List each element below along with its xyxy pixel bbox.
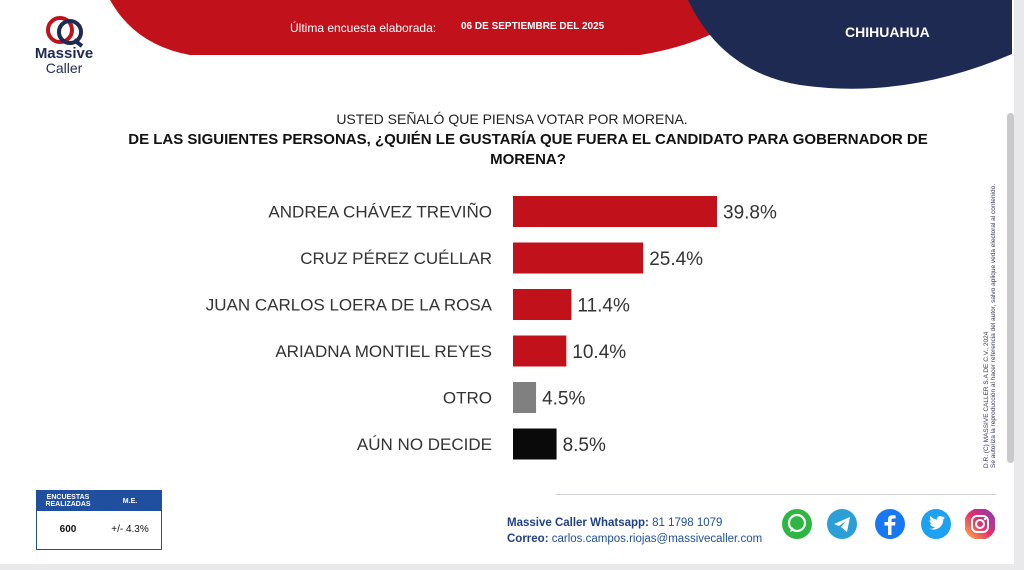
- margin-error-value: +/- 4.3%: [111, 523, 149, 535]
- brand-line1: Massive: [34, 45, 94, 62]
- bar: [513, 289, 572, 320]
- surveys-count: 600: [59, 523, 77, 535]
- telegram-icon[interactable]: [826, 508, 858, 540]
- facebook-icon[interactable]: [874, 508, 906, 540]
- whatsapp-label: Massive Caller Whatsapp:: [507, 517, 649, 529]
- bar: [513, 428, 557, 460]
- bar-value-label: 4.5%: [542, 389, 585, 410]
- whatsapp-number[interactable]: 81 1798 1079: [652, 517, 723, 529]
- surveys-header: ENCUESTAS REALIZADAS: [45, 494, 91, 508]
- brand-name: Massive Caller: [34, 46, 94, 76]
- email-address[interactable]: carlos.campos.riojas@massivecaller.com: [551, 533, 763, 545]
- twitter-icon[interactable]: [920, 508, 952, 540]
- category-label: AÚN NO DECIDE: [357, 435, 492, 454]
- category-label: CRUZ PÉREZ CUÉLLAR: [300, 249, 492, 268]
- header-banner: [110, 0, 1012, 89]
- category-label: ANDREA CHÁVEZ TREVIÑO: [268, 203, 492, 222]
- massive-caller-logo-icon: [46, 16, 84, 48]
- bar-value-label: 11.4%: [577, 296, 630, 317]
- footer-divider: [556, 494, 996, 495]
- contact-info: Massive Caller Whatsapp: 81 1798 1079 Co…: [507, 515, 762, 547]
- whatsapp-icon[interactable]: [781, 508, 813, 540]
- red-banner-shape: [110, 0, 760, 55]
- margin-error-header: M.E.: [122, 497, 138, 505]
- bar: [513, 335, 567, 367]
- navy-banner-shape: [688, 0, 1012, 89]
- scrollbar[interactable]: [1007, 113, 1014, 463]
- instagram-icon[interactable]: [964, 508, 996, 540]
- survey-stats-table: ENCUESTAS REALIZADAS M.E. 600 +/- 4.3%: [36, 490, 162, 550]
- category-label: ARIADNA MONTIEL REYES: [275, 342, 492, 361]
- brand-line2: Caller: [45, 60, 83, 76]
- bar: [513, 196, 717, 227]
- category-label: JUAN CARLOS LOERA DE LA ROSA: [206, 296, 493, 315]
- question-intro: USTED SEÑALÓ QUE PIENSA VOTAR POR MORENA…: [336, 111, 688, 127]
- category-label: OTRO: [443, 389, 492, 408]
- copyright-line1: D.R. (C) MASSIVE CALLER S.A DE C.V., 202…: [983, 331, 990, 468]
- bar-value-label: 8.5%: [563, 435, 606, 456]
- bar-value-label: 39.8%: [723, 203, 777, 224]
- page-bottom-border: [0, 564, 1024, 570]
- copyright-line2: Se autoriza la reproducción al hacer ref…: [990, 183, 997, 468]
- bar-value-label: 25.4%: [649, 249, 703, 270]
- survey-label: Última encuesta elaborada:: [290, 21, 437, 35]
- stats-value-row: 600 +/- 4.3%: [37, 511, 161, 547]
- bar-value-label: 10.4%: [572, 342, 626, 363]
- survey-date: 06 DE SEPTIEMBRE DEL 2025: [461, 21, 605, 32]
- bar: [513, 382, 537, 413]
- copyright-note: D.R. (C) MASSIVE CALLER S.A DE C.V., 202…: [983, 118, 997, 468]
- state-name: CHIHUAHUA: [845, 24, 930, 40]
- page-right-border: [1014, 0, 1024, 570]
- email-label: Correo:: [507, 533, 549, 545]
- stats-header-row: ENCUESTAS REALIZADAS M.E.: [37, 491, 161, 511]
- question-title: DE LAS SIGUIENTES PERSONAS, ¿QUIÉN LE GU…: [128, 131, 928, 168]
- bar: [513, 242, 644, 274]
